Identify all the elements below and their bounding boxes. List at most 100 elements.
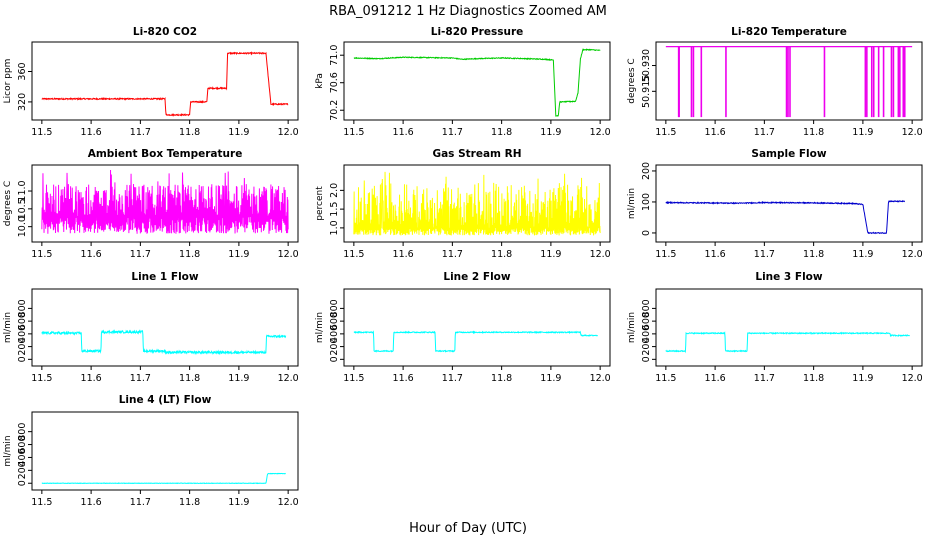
line-4-lt-flow-ylabel: ml/min [3,435,13,466]
line-4-lt-flow-ytick-label-1: 200 [17,461,28,479]
line-3-flow-xtick-label-2: 11.7 [754,373,775,384]
line-4-lt-flow-xtick-label-3: 11.8 [179,497,200,508]
li-820-temperature-data [665,46,913,118]
line-3-flow-xtick-label-0: 11.5 [655,373,676,384]
li-820-co2-data [41,51,289,117]
gas-stream-rh-xtick-label-1: 11.6 [393,249,414,260]
line-2-flow-xtick-label-3: 11.8 [491,373,512,384]
line-1-flow-ytick-label-1: 200 [17,338,28,356]
line-3-flow-ytick-label-4: 800 [641,299,652,317]
li-820-pressure-ylabel: kPa [315,73,325,89]
li-820-temperature-xtick-label-3: 11.8 [803,127,824,138]
line-1-flow-ytick-label-4: 800 [17,299,28,317]
li-820-temperature-xtick-label-4: 11.9 [852,127,873,138]
gas-stream-rh-ytick-label-1: 1.5 [329,202,340,217]
panel-gas-stream-rh: Gas Stream RH 11.5 11.6 11.7 11.8 11.9 12.0 1.0… [315,148,611,260]
li-820-co2-xtick-label-2: 11.7 [130,127,151,138]
li-820-co2-xtick-label-0: 11.5 [31,127,52,138]
line-2-flow-xtick-label-0: 11.5 [343,373,364,384]
line-3-flow-ytick-label-3: 600 [641,312,652,330]
line-1-flow-ylabel: ml/min [3,312,13,343]
li-820-temperature-ytick-label-1: 50.930 [641,49,652,82]
li-820-co2-xtick-label-5: 12.0 [278,127,299,138]
panel-sample-flow: Sample Flow 11.5 11.6 11.7 11.8 11.9 12.0 0 100 2… [627,148,923,260]
li-820-pressure-xtick-label-1: 11.6 [393,127,414,138]
panel-line-1-flow: Line 1 Flow 11.5 11.6 11.7 11.8 11.9 12.0 02004… [3,271,299,384]
gas-stream-rh-xtick-label-4: 11.9 [540,249,561,260]
line-4-lt-flow-plot-frame [31,411,299,491]
line-3-flow-xtick-label-4: 11.9 [852,373,873,384]
li-820-temperature-ylabel: degrees C [627,58,637,103]
line-1-flow-ytick-label-3: 600 [17,312,28,330]
line-2-flow-xtick-label-1: 11.6 [393,373,414,384]
line-2-flow-xtick-label-2: 11.7 [442,373,463,384]
line-2-flow-ytick-label-1: 200 [329,338,340,356]
sample-flow-xtick-label-3: 11.8 [803,249,824,260]
gas-stream-rh-ytick-label-2: 2.0 [329,183,340,198]
li-820-temperature-xtick-label-0: 11.5 [655,127,676,138]
line-4-lt-flow-ytick-label-0: 0 [17,480,28,486]
sample-flow-ytick-label-0: 0 [641,230,652,236]
li-820-pressure-xtick-label-2: 11.7 [442,127,463,138]
line-2-flow-plot-frame [343,288,611,367]
li-820-pressure-data [353,48,601,117]
line-4-lt-flow-ytick-label-4: 800 [17,423,28,441]
li-820-pressure-series-line-0 [353,48,601,117]
li-820-temperature-xtick-label-1: 11.6 [705,127,726,138]
sample-flow-data [665,199,906,235]
line-3-flow-series-line-0 [665,331,910,354]
line-3-flow-xtick-label-1: 11.6 [705,373,726,384]
line-2-flow-series-line-0 [353,330,599,353]
gas-stream-rh-series-line [353,171,601,236]
li-820-pressure-ytick-label-1: 70.6 [329,72,340,93]
ambient-box-temperature-ylabel: degrees C [3,181,13,226]
ambient-box-temperature-ytick-label-0: 10.0 [17,216,28,237]
line-4-lt-flow-data [41,472,286,485]
gas-stream-rh-ylabel: percent [315,186,325,221]
li-820-pressure-plot-frame [343,41,611,121]
li-820-pressure-ytick-label-0: 70.2 [329,100,340,121]
line-3-flow-data [665,331,910,354]
li-820-co2-title: Li-820 CO2 [133,26,197,38]
gas-stream-rh-title: Gas Stream RH [432,148,521,160]
sample-flow-xtick-label-5: 12.0 [902,249,923,260]
gas-stream-rh-ytick-label-0: 1.0 [329,220,340,235]
line-1-flow-xtick-label-2: 11.7 [130,373,151,384]
line-1-flow-data [41,329,287,356]
line-4-lt-flow-title: Line 4 (LT) Flow [119,394,212,406]
line-4-lt-flow-xtick-label-1: 11.6 [81,497,102,508]
line-1-flow-xtick-label-4: 11.9 [228,373,249,384]
line-2-flow-ytick-label-3: 600 [329,312,340,330]
line-1-flow-series-line-0 [41,329,287,356]
li-820-co2-series-line-0 [41,51,289,117]
line-2-flow-xtick-label-4: 11.9 [540,373,561,384]
gas-stream-rh-plot-frame [343,164,611,243]
ambient-box-temperature-ytick-label-2: 11.0 [17,180,28,201]
gas-stream-rh-xtick-label-3: 11.8 [491,249,512,260]
line-1-flow-title: Line 1 Flow [131,271,198,283]
li-820-temperature-ytick-label-0: 50.915 [641,75,652,108]
figure-xlabel: Hour of Day (UTC) [409,521,527,536]
sample-flow-ylabel: ml/min [627,188,637,219]
ambient-box-temperature-plot-frame [31,164,299,243]
panel-li-820-pressure: Li-820 Pressure 11.5 11.6 11.7 11.8 11.9 12.0 7… [315,26,611,138]
li-820-temperature-plot-frame [655,41,923,121]
line-4-lt-flow-ytick-label-3: 600 [17,435,28,453]
sample-flow-ytick-label-1: 100 [641,193,652,211]
line-4-lt-flow-xtick-label-2: 11.7 [130,497,151,508]
line-4-lt-flow-xtick-label-0: 11.5 [31,497,52,508]
ambient-box-temperature-xtick-label-3: 11.8 [179,249,200,260]
figure-title: RBA_091212 1 Hz Diagnostics Zoomed AM [329,4,607,19]
line-3-flow-ytick-label-1: 200 [641,338,652,356]
ambient-box-temperature-data [41,169,289,234]
li-820-co2-xtick-label-4: 11.9 [228,127,249,138]
line-3-flow-title: Line 3 Flow [755,271,822,283]
ambient-box-temperature-xtick-label-5: 12.0 [278,249,299,260]
line-4-lt-flow-xtick-label-4: 11.9 [228,497,249,508]
li-820-co2-xtick-label-3: 11.8 [179,127,200,138]
panel-line-2-flow: Line 2 Flow 11.5 11.6 11.7 11.8 11.9 12.0 02004… [315,271,611,384]
line-2-flow-ytick-label-0: 0 [329,356,340,362]
panel-line-3-flow: Line 3 Flow 11.5 11.6 11.7 11.8 11.9 12.0 02004… [627,271,923,384]
li-820-temperature-title: Li-820 Temperature [731,26,847,38]
